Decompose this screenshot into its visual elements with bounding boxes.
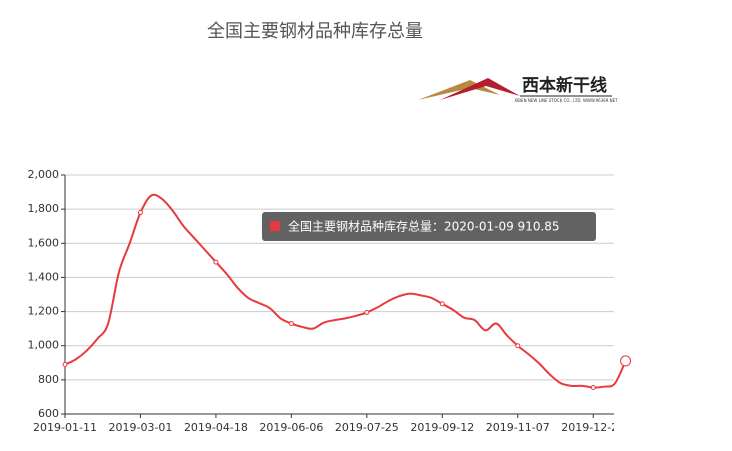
x-tick-label: 2019-03-01	[108, 421, 172, 434]
point	[364, 309, 370, 315]
point	[62, 361, 68, 367]
x-tick-label: 2019-01-11	[33, 421, 97, 434]
point	[590, 385, 596, 391]
point	[620, 355, 632, 367]
logo-text: 西本新干线	[522, 75, 607, 96]
x-tick-label: 2019-11-07	[486, 421, 550, 434]
point	[213, 259, 219, 265]
logo: 西本新干线 XIBEN NEW LINE STOCK CO., LTD. WWW…	[418, 75, 618, 103]
y-tick-label: 800	[38, 373, 59, 386]
logo-subtitle: XIBEN NEW LINE STOCK CO., LTD. WWW.96369…	[514, 98, 618, 103]
x-tick-label: 2019-06-06	[259, 421, 323, 434]
y-tick-label: 1,800	[28, 202, 60, 215]
y-tick-label: 1,600	[28, 236, 60, 249]
x-tick-label: 2019-07-25	[335, 421, 399, 434]
x-tick-label: 2019-09-12	[410, 421, 474, 434]
y-tick-label: 1,200	[28, 305, 60, 318]
plot: 2019-01-11 2019-03-01 2019-04-18 2019-06-06…	[33, 174, 625, 434]
chart-title: 全国主要钢材品种库存总量	[207, 21, 423, 42]
line	[64, 193, 627, 389]
logo-shape	[440, 78, 520, 100]
tooltip-text: 全国主要钢材品种库存总量：2020-01-09 910.85	[288, 219, 560, 234]
x-tick-label: 2019-04-18	[184, 421, 248, 434]
point	[439, 301, 445, 307]
tooltip-swatch	[270, 221, 280, 231]
tooltip-box	[262, 212, 596, 241]
y-tick-label: 600	[38, 407, 59, 420]
y-tick-label: 1,000	[28, 339, 60, 352]
point	[137, 210, 143, 216]
point	[515, 343, 521, 349]
y-tick-label: 1,400	[28, 270, 60, 283]
y-tick-label: 2,000	[28, 168, 60, 181]
tooltip: 全国主要钢材品种库存总量：2020-01-09 910.85	[262, 212, 596, 241]
x-tick-label: 2019-12-26	[561, 421, 625, 434]
point	[288, 321, 294, 327]
